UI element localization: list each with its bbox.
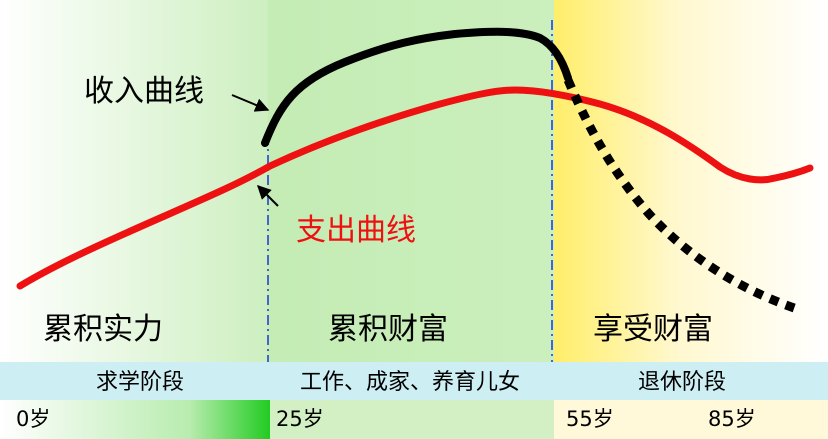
- phase-subtitle-band: [0, 362, 828, 400]
- expense-curve: [16, 86, 814, 290]
- expense-label-arrow: [257, 185, 279, 207]
- income-label-arrow: [231, 94, 270, 112]
- phase-1-subtitle: 求学阶段: [96, 370, 184, 395]
- age-25: 25岁: [276, 407, 324, 431]
- income-curve: [261, 27, 572, 147]
- age-band-3: [554, 400, 828, 439]
- income-decline-curve: [563, 78, 802, 315]
- income-curve-label: 收入曲线: [84, 74, 204, 109]
- phase-3-title: 享受财富: [593, 312, 713, 347]
- phase-3-subtitle: 退休阶段: [638, 370, 726, 395]
- phase-1-title: 累积实力: [43, 312, 163, 347]
- age-0: 0岁: [16, 407, 50, 431]
- age-55: 55岁: [566, 407, 614, 431]
- phase-2-subtitle: 工作、成家、养育儿女: [300, 370, 520, 395]
- age-band-2: [270, 400, 554, 439]
- age-85: 85岁: [708, 407, 756, 431]
- phase-2-title: 累积财富: [328, 312, 448, 347]
- phase-3-background: [554, 0, 828, 362]
- age-band-1: [0, 400, 270, 439]
- phase-1-background: [0, 0, 268, 362]
- phase-2-background: [268, 0, 554, 362]
- expense-curve-label: 支出曲线: [296, 213, 416, 248]
